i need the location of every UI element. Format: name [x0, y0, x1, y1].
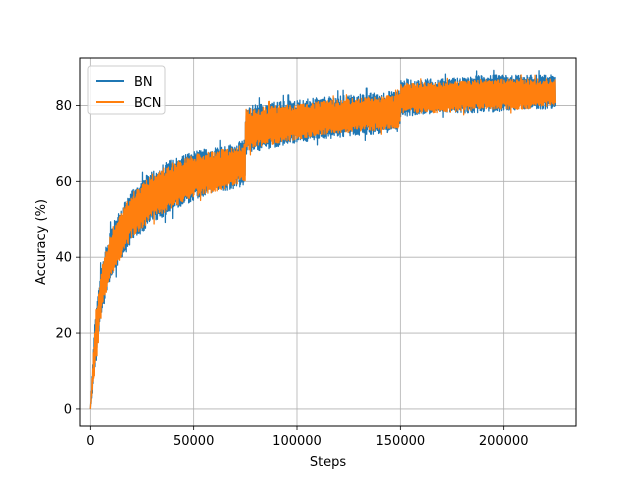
y-axis-label: Accuracy (%)	[34, 199, 49, 285]
x-tick-label: 100000	[272, 434, 322, 449]
x-tick-label: 50000	[173, 434, 214, 449]
series-group	[89, 69, 556, 409]
legend-label-bn: BN	[134, 75, 153, 90]
legend: BN BCN	[87, 65, 166, 115]
x-tick-label: 0	[86, 434, 94, 449]
axis-ticks: 0 50000 100000 150000 200000 0 20 40 60 80	[55, 99, 528, 449]
series-line-bcn	[89, 74, 556, 409]
y-tick-label: 0	[64, 402, 72, 417]
y-tick-label: 80	[55, 99, 72, 114]
y-tick-label: 60	[55, 175, 72, 190]
y-tick-label: 20	[55, 327, 72, 342]
plot-frame	[79, 57, 577, 427]
y-tick-label: 40	[55, 251, 72, 266]
x-tick-label: 150000	[376, 434, 426, 449]
legend-label-bcn: BCN	[134, 96, 162, 111]
x-axis-label: Steps	[310, 455, 347, 470]
x-tick-label: 200000	[479, 434, 529, 449]
